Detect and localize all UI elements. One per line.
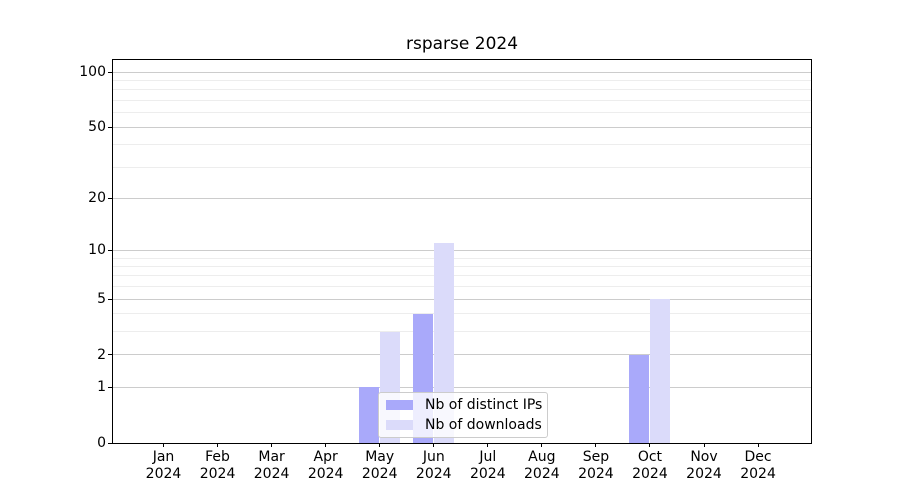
gridline-minor bbox=[113, 112, 811, 114]
legend-swatch-downloads bbox=[386, 419, 413, 430]
gridline-major bbox=[113, 386, 811, 388]
gridline-minor bbox=[113, 144, 811, 146]
y-tick-label: 100 bbox=[79, 64, 106, 81]
gridline-minor bbox=[113, 80, 811, 82]
gridline-minor bbox=[113, 313, 811, 315]
gridline-major bbox=[113, 354, 811, 356]
x-tick-label: Sep 2024 bbox=[578, 449, 614, 482]
y-tick-mark bbox=[108, 197, 112, 199]
x-tick-mark bbox=[757, 443, 759, 447]
x-tick-label: Dec 2024 bbox=[740, 449, 776, 482]
legend-label-downloads: Nb of downloads bbox=[425, 416, 542, 433]
gridline-major bbox=[113, 249, 811, 251]
x-tick-mark bbox=[649, 443, 651, 447]
gridline-major bbox=[113, 71, 811, 73]
gridline-minor bbox=[113, 275, 811, 277]
legend-item-distinct-ips: Nb of distinct IPs bbox=[386, 396, 547, 414]
gridline-major bbox=[113, 298, 811, 300]
y-tick-label: 20 bbox=[88, 190, 106, 207]
y-tick-label: 2 bbox=[97, 346, 106, 363]
y-tick-label: 10 bbox=[88, 242, 106, 259]
y-tick-mark bbox=[108, 71, 112, 73]
gridline-minor bbox=[113, 257, 811, 259]
x-tick-label: Feb 2024 bbox=[199, 449, 236, 482]
y-tick-mark bbox=[108, 442, 112, 444]
gridline-minor bbox=[113, 265, 811, 267]
y-tick-label: 1 bbox=[97, 379, 106, 396]
legend-item-downloads: Nb of downloads bbox=[386, 416, 547, 434]
gridline-minor bbox=[113, 166, 811, 168]
x-tick-mark bbox=[325, 443, 327, 447]
bar-distinct-ips bbox=[629, 354, 650, 443]
x-tick-label: Aug 2024 bbox=[524, 449, 560, 482]
x-tick-label: Jun 2024 bbox=[415, 449, 452, 482]
x-tick-mark bbox=[487, 443, 489, 447]
y-tick-mark bbox=[108, 298, 112, 300]
x-tick-mark bbox=[217, 443, 219, 447]
plot-area bbox=[108, 59, 812, 447]
gridline-minor bbox=[113, 331, 811, 333]
x-tick-mark bbox=[271, 443, 273, 447]
x-tick-label: May 2024 bbox=[361, 449, 398, 482]
y-tick-mark bbox=[108, 354, 112, 356]
x-tick-mark bbox=[433, 443, 435, 447]
bar-distinct-ips bbox=[359, 387, 380, 443]
y-tick-mark bbox=[108, 126, 112, 128]
x-tick-label: Apr 2024 bbox=[307, 449, 344, 482]
x-tick-label: Mar 2024 bbox=[253, 449, 290, 482]
y-tick-mark bbox=[108, 386, 112, 388]
x-tick-mark bbox=[379, 443, 381, 447]
chart-title: rsparse 2024 bbox=[405, 34, 519, 54]
x-tick-mark bbox=[541, 443, 543, 447]
legend-swatch-distinct-ips bbox=[386, 400, 413, 411]
legend: Nb of distinct IPs Nb of downloads bbox=[378, 392, 548, 438]
x-tick-mark bbox=[703, 443, 705, 447]
gridline-minor bbox=[113, 100, 811, 102]
x-tick-mark bbox=[163, 443, 164, 447]
gridline-major bbox=[113, 126, 811, 128]
x-tick-label: Jan 2024 bbox=[145, 449, 182, 482]
y-tick-label: 50 bbox=[88, 119, 106, 136]
x-tick-label: Oct 2024 bbox=[632, 449, 668, 482]
x-tick-label: Jul 2024 bbox=[469, 449, 506, 482]
x-tick-mark bbox=[595, 443, 597, 447]
gridline-major bbox=[113, 197, 811, 199]
y-tick-label: 0 bbox=[97, 435, 106, 451]
y-tick-mark bbox=[108, 249, 112, 251]
bar-downloads bbox=[650, 299, 671, 443]
y-tick-label: 5 bbox=[97, 291, 106, 308]
x-tick-label: Nov 2024 bbox=[686, 449, 722, 482]
gridline-minor bbox=[113, 89, 811, 91]
gridline-minor bbox=[113, 286, 811, 288]
legend-label-distinct-ips: Nb of distinct IPs bbox=[425, 397, 543, 414]
